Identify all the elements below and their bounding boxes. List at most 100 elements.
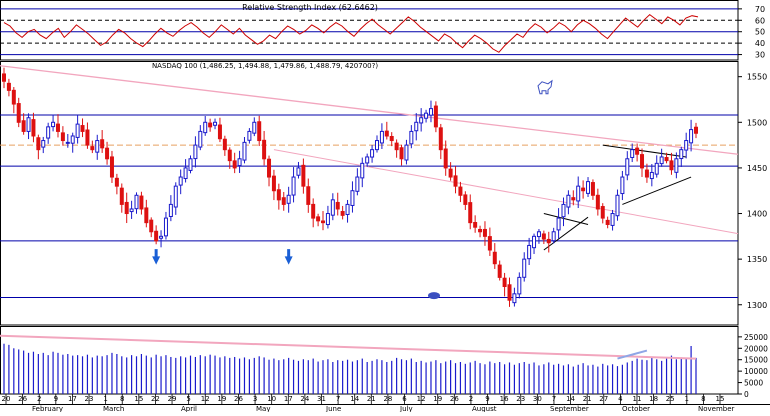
candle-body (458, 186, 463, 196)
rsi-axis: 70 60 50 40 30 (738, 5, 765, 60)
candle-body (232, 160, 237, 169)
candle-body (109, 156, 114, 178)
candle-body (674, 158, 679, 173)
price-axis: 1550 1500 1450 1400 1350 1300 (738, 73, 767, 310)
x-day-label: 2 (469, 395, 473, 403)
panel-frame-2 (0, 326, 739, 395)
x-day-label: 8 (701, 395, 705, 403)
candle-body (325, 213, 330, 226)
candle-body (374, 140, 379, 151)
candle-body (2, 73, 6, 82)
candle-body (600, 206, 605, 219)
candle-body (497, 264, 502, 278)
candle-body (340, 211, 345, 216)
candle-body (610, 213, 615, 226)
price-tick-label: 1300 (747, 301, 767, 310)
panel-frames (0, 0, 770, 405)
candle-body (222, 138, 227, 151)
candle-body (100, 139, 105, 149)
candle-body (242, 141, 247, 161)
candle-body (124, 201, 129, 215)
x-day-label: 18 (649, 395, 658, 403)
candle-body (144, 207, 149, 224)
candle-body (296, 167, 301, 176)
rsi-tick-label: 60 (755, 16, 765, 25)
rsi-tick-label: 50 (755, 28, 765, 37)
candle-body (576, 185, 581, 202)
x-day-label: 15 (134, 395, 143, 403)
rsi-tick-label: 40 (755, 39, 765, 48)
x-day-label: 2 (37, 395, 41, 403)
candle-body (664, 157, 669, 162)
rsi-tick-label: 30 (755, 51, 765, 60)
candle-body (227, 149, 232, 162)
candle-body (487, 236, 492, 251)
candle-body (178, 176, 183, 186)
x-month-label: September (550, 405, 589, 412)
volume-trendline (0, 334, 697, 360)
volume-tick-label: 25000 (744, 333, 768, 342)
candle-body (159, 235, 164, 239)
x-day-label: 25 (666, 395, 675, 403)
x-day-label: 4 (618, 395, 623, 403)
candle-body (438, 127, 443, 151)
x-day-label: 6 (402, 395, 407, 403)
price-tick-label: 1550 (747, 73, 767, 82)
candle-body (561, 203, 566, 218)
candle-body (198, 130, 203, 148)
candle-body (90, 146, 95, 151)
candle-body (532, 235, 537, 249)
candle-body (595, 194, 600, 210)
x-day-label: 22 (151, 395, 160, 403)
candle-body (281, 197, 286, 205)
volume-axis: 25000 20000 15000 10000 5000 0 (738, 333, 768, 399)
up-arrow-icon (152, 249, 161, 265)
x-day-label: 31 (317, 395, 326, 403)
candle-body (566, 194, 571, 208)
x-day-label: 16 (500, 395, 509, 403)
candle-body (625, 158, 630, 176)
candle-body (527, 244, 532, 260)
price-markers (152, 79, 553, 300)
candle-body (114, 177, 119, 187)
price-grid (0, 114, 738, 298)
candle-body (335, 201, 340, 210)
price-trendlines (0, 65, 739, 251)
candle-body (271, 175, 276, 192)
x-day-label: 1 (685, 395, 689, 403)
candle-body (384, 130, 389, 137)
candle-body (321, 220, 326, 224)
candle-body (360, 162, 365, 179)
candle-body (424, 112, 429, 119)
x-day-label: 12 (417, 395, 426, 403)
volume-tick-label: 15000 (744, 356, 768, 365)
candle-body (522, 258, 527, 278)
candle-body (286, 194, 291, 204)
candle-body (345, 203, 350, 215)
candle-body (370, 149, 375, 158)
candle-body (659, 156, 664, 165)
panel-frame-0 (0, 0, 739, 61)
lower-downtrend-line (273, 149, 739, 235)
candle-body (237, 158, 242, 167)
candle-body (536, 231, 541, 238)
candle-body (193, 144, 198, 160)
x-month-label: July (399, 405, 413, 412)
candle-body (291, 176, 296, 196)
candle-body (6, 82, 11, 91)
candle-body (482, 228, 487, 237)
x-day-label: 21 (583, 395, 592, 403)
volume-tick-label: 0 (744, 390, 749, 399)
candle-body (502, 277, 507, 288)
candle-body (512, 293, 517, 304)
candle-body (428, 108, 433, 116)
candle-body (453, 175, 458, 187)
candle-body (635, 147, 640, 155)
x-day-label: 23 (516, 395, 525, 403)
candle-body (75, 123, 80, 138)
candle-body (213, 121, 218, 126)
candle-body (350, 190, 355, 206)
candle-body (507, 284, 512, 301)
candle-body (217, 124, 222, 140)
candle-body (311, 203, 316, 219)
